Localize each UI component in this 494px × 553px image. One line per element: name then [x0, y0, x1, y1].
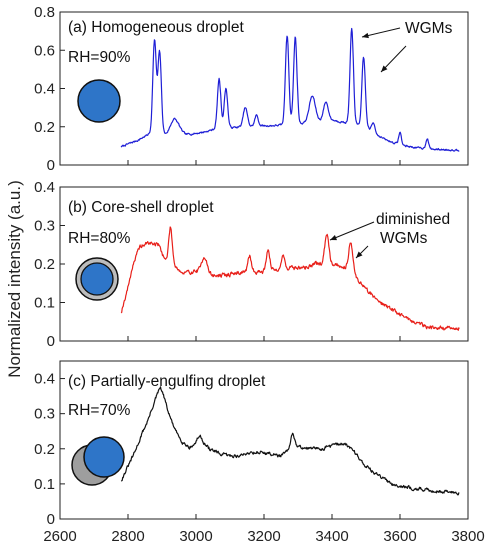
y-axis-label: Normalized intensity (a.u.) — [5, 180, 24, 377]
y-tick-label: 0.4 — [34, 81, 55, 98]
panel-b-spectrum — [120, 226, 460, 331]
diminished-wgm-arrow-1 — [329, 221, 375, 241]
panel-a-spectrum — [120, 27, 460, 152]
diminished-wgm-arrow-2-head — [356, 251, 363, 258]
panel-b-annotation-line1: diminished — [376, 211, 450, 228]
x-tick-label: 2800 — [111, 528, 144, 545]
panel-c-condition: RH=70% — [68, 402, 131, 419]
y-tick-label: 0.4 — [34, 179, 55, 196]
y-tick-label: 0 — [47, 333, 55, 350]
panel-c-spectrum — [120, 386, 460, 496]
panel-a-title: (a) Homogeneous droplet — [68, 19, 244, 36]
y-tick-label: 0.6 — [34, 42, 55, 59]
wgm-arrow-1 — [361, 27, 401, 38]
y-tick-label: 0 — [47, 511, 55, 528]
y-tick-label: 0.4 — [34, 371, 55, 388]
y-tick-label: 0.2 — [34, 441, 55, 458]
diminished-wgm-arrow-1-head — [330, 235, 337, 241]
x-tick-label: 3000 — [179, 528, 212, 545]
y-tick-label: 0.1 — [34, 476, 55, 493]
x-tick-label: 3800 — [451, 528, 484, 545]
homogeneous-droplet-icon — [77, 79, 121, 123]
panel-b-annotation-line2: WGMs — [380, 230, 428, 247]
x-tick-label: 3200 — [247, 528, 280, 545]
panel-b-condition: RH=80% — [68, 230, 131, 247]
panel-a-wgm-annotation: WGMs — [405, 20, 453, 37]
panel-b: (b) Core-shell droplet RH=80% diminished… — [34, 179, 469, 350]
panel-a-condition: RH=90% — [68, 49, 131, 66]
partially-engulfing-core — [83, 436, 125, 478]
y-tick-label: 0.3 — [34, 218, 55, 235]
wgm-arrow-1-head — [362, 32, 369, 39]
panel-c-title: (c) Partially-engulfing droplet — [68, 373, 266, 390]
x-tick-label: 3400 — [315, 528, 348, 545]
y-tick-label: 0.2 — [34, 119, 55, 136]
y-tick-label: 0.1 — [34, 295, 55, 312]
wgm-arrow-2-head — [381, 65, 388, 72]
panel-c: (c) Partially-engulfing droplet RH=70% 0… — [34, 360, 485, 545]
y-tick-label: 0.3 — [34, 406, 55, 423]
panel-a: (a) Homogeneous droplet RH=90% WGMs 0 0.2… — [34, 4, 469, 174]
y-tick-label: 0.2 — [34, 256, 55, 273]
y-tick-label: 0 — [47, 157, 55, 174]
core-shell-inner-core — [80, 262, 114, 296]
x-tick-label: 2600 — [43, 528, 76, 545]
y-tick-label: 0.8 — [34, 4, 55, 21]
x-tick-label: 3600 — [383, 528, 416, 545]
panel-b-title: (b) Core-shell droplet — [68, 199, 214, 216]
